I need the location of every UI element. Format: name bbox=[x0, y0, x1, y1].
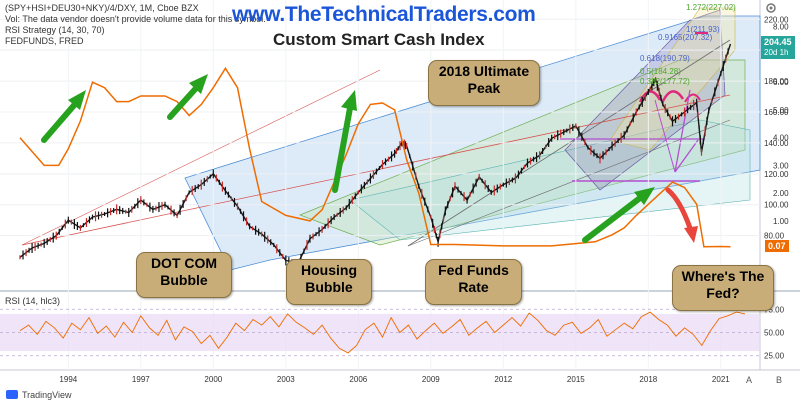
rsi-tick-label: 50.00 bbox=[764, 329, 785, 338]
x-tick-label: 2000 bbox=[204, 375, 222, 384]
y2-tick-label: 2.00 bbox=[773, 189, 789, 198]
callout-fedfunds-line1: Fed Funds bbox=[438, 262, 509, 278]
x-tick-label: 2018 bbox=[639, 375, 657, 384]
callout-peak: 2018 Ultimate Peak bbox=[428, 60, 540, 106]
callout-dotcom-line2: Bubble bbox=[160, 272, 208, 288]
last-price-value: 204.45 bbox=[764, 37, 792, 47]
green-arrow-1 bbox=[41, 90, 86, 143]
double-top-arc-3 bbox=[684, 93, 701, 103]
settings-icon[interactable] bbox=[766, 3, 776, 13]
log-scale-button[interactable]: B bbox=[776, 375, 782, 385]
price-series bbox=[19, 43, 732, 268]
red-arrow bbox=[665, 187, 698, 243]
site-title: www.TheTechnicalTraders.com bbox=[232, 3, 536, 26]
v-line-purple-2 bbox=[674, 139, 699, 173]
y-tick-label: 120.00 bbox=[764, 170, 789, 179]
rsi-axis[interactable]: 75.00 50.00 25.00 bbox=[764, 305, 785, 360]
y2-tick-label: 5.00 bbox=[773, 106, 789, 115]
callout-housing-line2: Bubble bbox=[305, 279, 353, 295]
corner-buttons: A B bbox=[746, 375, 782, 385]
rsi-line bbox=[19, 311, 746, 354]
x-tick-label: 2015 bbox=[567, 375, 585, 384]
callout-housing: Housing Bubble bbox=[286, 259, 372, 305]
tradingview-logo-icon bbox=[6, 390, 18, 399]
callout-fed-line2: Fed? bbox=[706, 285, 740, 301]
auto-scale-button[interactable]: A bbox=[746, 375, 752, 385]
channel-green bbox=[299, 59, 746, 246]
x-tick-label: 2012 bbox=[494, 375, 512, 384]
fib-label: 0.5(184.28) bbox=[640, 67, 681, 76]
fib-label: 0.382(177.72) bbox=[640, 77, 690, 86]
callout-dotcom-line1: DOT COM bbox=[150, 255, 218, 271]
volume-note: Vol: The data vendor doesn't provide vol… bbox=[5, 14, 266, 24]
x-tick-label: 2006 bbox=[349, 375, 367, 384]
callout-fedfunds-line2: Rate bbox=[458, 279, 489, 295]
green-arrow-3 bbox=[332, 90, 357, 193]
x-tick-label: 1994 bbox=[59, 375, 77, 384]
rsi-tick-label: 25.00 bbox=[764, 352, 785, 361]
y2-tick-label: 1.00 bbox=[773, 217, 789, 226]
y-tick-label: 140.00 bbox=[764, 139, 789, 148]
y-tick-label: 180.00 bbox=[764, 77, 789, 86]
strategy-line: RSI Strategy (14, 30, 70) bbox=[5, 25, 105, 35]
y2-tick-label: 6.00 bbox=[773, 78, 789, 87]
time-axis[interactable]: 1994 1997 2000 2003 2006 2009 2012 2015 2018 2021 bbox=[59, 375, 730, 384]
callout-housing-line1: Housing bbox=[301, 262, 357, 278]
callout-peak-line2: Peak bbox=[467, 80, 501, 96]
rsi-tick-label: 75.00 bbox=[764, 305, 785, 314]
y-tick-label: 80.00 bbox=[764, 232, 785, 241]
double-top-arc-1 bbox=[638, 90, 662, 103]
rsi-label: RSI (14, hlc3) bbox=[5, 296, 61, 306]
x-tick-label: 1997 bbox=[132, 375, 150, 384]
y-tick-label: 160.00 bbox=[764, 108, 789, 117]
y-tick-label: 100.00 bbox=[764, 201, 789, 210]
tradingview-brand[interactable]: TradingView bbox=[6, 390, 72, 400]
last-price-countdown: 20d 1h bbox=[764, 48, 789, 57]
trend-line-red-2 bbox=[21, 69, 381, 246]
channel-yellow bbox=[609, 7, 736, 151]
chart-title: Custom Smart Cash Index bbox=[273, 30, 485, 49]
y-tick-label: 220.00 bbox=[764, 15, 789, 24]
green-arrow-2 bbox=[167, 74, 208, 120]
callout-fed: Where's The Fed? bbox=[672, 265, 774, 311]
y2-tick-label: 3.00 bbox=[773, 161, 789, 170]
x-tick-label: 2009 bbox=[422, 375, 440, 384]
v-line-purple bbox=[674, 89, 691, 173]
callout-fed-line1: Where's The bbox=[681, 268, 765, 284]
trend-line-gray-2 bbox=[407, 119, 731, 247]
fedfunds-tag: 0.07 bbox=[765, 240, 789, 252]
symbol-line: (SPY+HSI+DEU30+NKY)/4/DXY, 1M, Cboe BZX bbox=[5, 3, 199, 13]
y2-tick-label: 4.00 bbox=[773, 134, 789, 143]
callout-fedfunds: Fed Funds Rate bbox=[425, 259, 522, 305]
x-tick-label: 2003 bbox=[277, 375, 295, 384]
tradingview-label: TradingView bbox=[22, 390, 72, 400]
y2-tick-label: 8.00 bbox=[773, 23, 789, 32]
fib-labels: 1.272(227.02) 1(211.93) 0.9165(207.32) 0… bbox=[640, 3, 736, 86]
price-panel-bg bbox=[0, 0, 760, 290]
fib-label: 0.9165(207.32) bbox=[658, 33, 713, 42]
fedfunds-line: FEDFUNDS, FRED bbox=[5, 36, 84, 46]
last-price-tag: 204.45 20d 1h bbox=[761, 36, 795, 59]
fib-label: 0.618(190.79) bbox=[640, 54, 690, 63]
green-arrow-4 bbox=[582, 187, 655, 243]
callout-peak-line1: 2018 Ultimate bbox=[438, 63, 530, 79]
fib-label: 1.272(227.02) bbox=[686, 3, 736, 12]
double-top-arc-2 bbox=[660, 90, 685, 104]
callout-dotcom: DOT COM Bubble bbox=[136, 252, 232, 298]
fib-label: 1(211.93) bbox=[686, 25, 720, 34]
x-tick-label: 2021 bbox=[712, 375, 730, 384]
rsi-series bbox=[19, 311, 746, 354]
